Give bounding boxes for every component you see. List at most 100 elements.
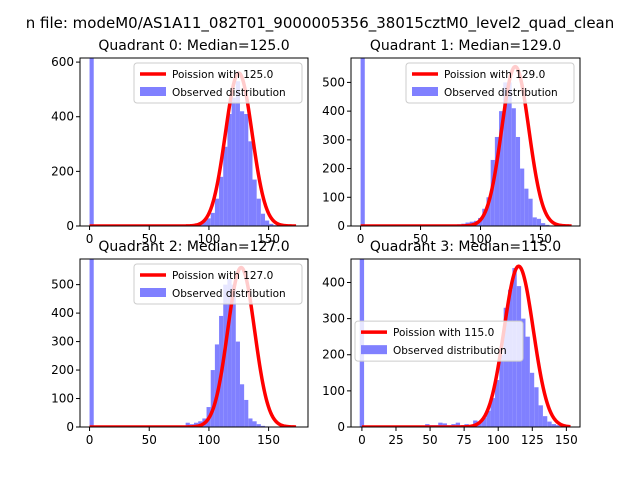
subplot-title: Quadrant 1: Median=129.0 (370, 38, 561, 54)
y-tick-label: 100 (322, 384, 345, 398)
subplot-quadrant-2: 0 50 100 150 0 100 200 300 400 500 Quadrant 2: Med… (51, 239, 309, 447)
legend-bar-swatch (361, 345, 387, 355)
histogram-bar (89, 259, 94, 427)
legend-label-observed: Observed distribution (393, 345, 507, 357)
legend-box (133, 62, 303, 104)
histogram-bar (455, 422, 461, 427)
y-tick-label: 0 (337, 219, 345, 233)
x-tick-label: 100 (487, 433, 510, 447)
y-tick-label: 0 (66, 219, 74, 233)
x-tick-label: 0 (357, 232, 365, 246)
subplots: 0 50 100 150 0 200 400 600 Quadrant 0: Median=12… (51, 38, 581, 447)
x-tick-label: 100 (197, 232, 220, 246)
histogram-bar (269, 223, 274, 226)
histogram-bar (227, 114, 232, 226)
histogram-bar (360, 58, 365, 226)
axes-frame (350, 258, 581, 428)
histogram-bar (528, 198, 533, 226)
y-tick-label: 0 (66, 420, 74, 434)
histogram-bar (545, 224, 550, 226)
histogram-bar (438, 422, 443, 427)
histogram-bar (210, 212, 215, 226)
y-tick-label: 500 (322, 75, 345, 89)
legend-box (133, 263, 303, 305)
x-tick-label: 0 (358, 433, 366, 447)
histogram-bar (442, 423, 447, 427)
histogram-bar (521, 318, 526, 427)
histogram-bar (210, 370, 215, 427)
histogram-bar (541, 223, 546, 226)
subplot-title: Quadrant 2: Median=127.0 (98, 239, 289, 255)
histogram-bar (248, 141, 253, 226)
histogram-bar (499, 111, 504, 226)
legend-box (354, 320, 524, 362)
histogram-bar (244, 399, 249, 427)
x-tick-label: 100 (469, 232, 492, 246)
histogram-bar (529, 372, 535, 427)
legend-bar-swatch (140, 87, 166, 96)
histogram-bar (214, 198, 220, 226)
y-tick-label: 400 (51, 110, 74, 124)
legend-label-poisson: Poission with 129.0 (444, 69, 545, 81)
legend-bar-swatch (412, 87, 438, 96)
x-tick-label: 150 (257, 232, 280, 246)
legend-label-poisson: Poission with 115.0 (393, 327, 494, 339)
x-tick-label: 50 (142, 433, 157, 447)
histogram-bar (252, 179, 257, 226)
legend-label-poisson: Poission with 125.0 (172, 69, 273, 81)
histogram-bar (542, 416, 548, 427)
x-tick-label: 25 (388, 433, 403, 447)
y-tick-label: 200 (322, 348, 345, 362)
histogram-bar (185, 422, 190, 427)
histogram-bar (235, 81, 240, 226)
x-tick-label: 50 (413, 232, 428, 246)
histogram-bar (490, 398, 495, 427)
y-tick-label: 600 (51, 55, 74, 69)
x-tick-label: 50 (142, 232, 157, 246)
histogram-bar (231, 97, 236, 226)
axes-frame (79, 57, 309, 227)
figure-suptitle: n file: modeM0/AS1A11_082T01_9000005356_… (26, 14, 615, 33)
histogram-bar (494, 380, 500, 427)
legend: Poission with 115.0 Observed distribution (354, 320, 524, 362)
subplot-quadrant-3: 0 25 50 75 100 125 150 0 100 200 300 400 Quadrant 3:… (322, 239, 581, 447)
histogram-bar (214, 344, 220, 427)
subplot-title: Quadrant 0: Median=125.0 (98, 38, 289, 54)
histogram-bar (248, 418, 253, 427)
x-tick-label: 150 (529, 232, 552, 246)
histogram-bar (538, 405, 543, 427)
histogram-bar (219, 176, 224, 226)
histogram-bar (239, 111, 245, 226)
histogram-bar (503, 82, 508, 226)
x-tick-label: 50 (422, 433, 437, 447)
x-tick-label: 150 (257, 433, 280, 447)
y-tick-label: 300 (322, 133, 345, 147)
y-tick-label: 400 (322, 275, 345, 289)
y-tick-label: 400 (322, 104, 345, 118)
axes-frame (79, 258, 309, 428)
y-tick-label: 100 (51, 392, 74, 406)
y-tick-label: 300 (51, 335, 74, 349)
y-tick-label: 200 (51, 164, 74, 178)
legend: Poission with 125.0 Observed distribution (133, 62, 303, 104)
x-tick-label: 75 (456, 433, 471, 447)
histogram-bar (89, 58, 94, 226)
legend-label-observed: Observed distribution (172, 87, 286, 99)
histogram-bar (265, 220, 270, 226)
histogram-bar (536, 218, 542, 226)
histogram-bar (499, 354, 504, 427)
x-tick-label: 0 (86, 232, 94, 246)
histogram-bar (206, 218, 211, 226)
histogram-bar (520, 168, 525, 226)
histogram-bar (239, 384, 245, 427)
histogram-bar (252, 421, 257, 427)
histogram-bar (556, 425, 561, 427)
histogram-bar (231, 284, 236, 427)
subplot-quadrant-0: 0 50 100 150 0 200 400 600 Quadrant 0: Median=12… (51, 38, 309, 246)
histogram-bar (256, 424, 261, 427)
histogram-bar (235, 341, 240, 427)
x-tick-label: 125 (521, 433, 544, 447)
legend-label-observed: Observed distribution (444, 87, 558, 99)
histogram-bar (494, 136, 500, 226)
